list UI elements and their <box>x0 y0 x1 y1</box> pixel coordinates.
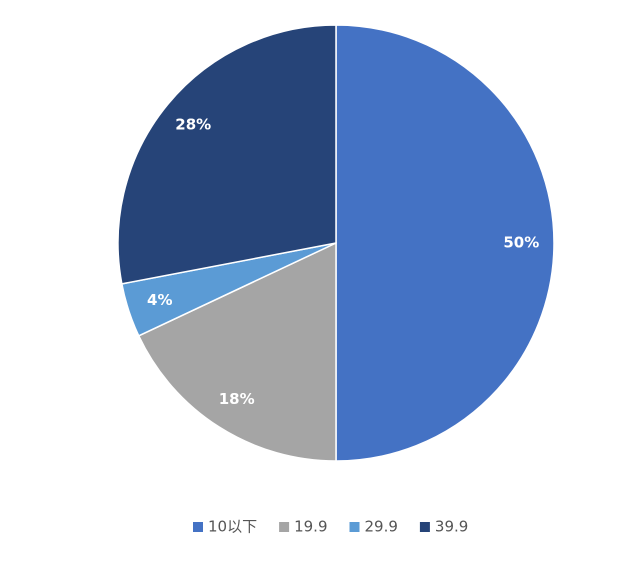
legend-label: 39.9 <box>435 518 468 536</box>
legend-label: 19.9 <box>294 518 327 536</box>
legend-swatch <box>193 522 203 532</box>
pie-slice <box>335 24 555 462</box>
pie-slice <box>117 24 337 285</box>
value-label: 18% <box>219 390 255 408</box>
legend-swatch <box>349 522 360 532</box>
pie-slice <box>137 241 337 462</box>
legend-label: 29.9 <box>365 518 398 536</box>
legend-swatch <box>419 522 430 532</box>
value-label: 4% <box>147 291 172 309</box>
legend-label: 10以下 <box>208 518 257 536</box>
value-label: 50% <box>503 234 539 252</box>
legend-swatch <box>279 522 290 532</box>
value-label: 28% <box>175 115 211 133</box>
